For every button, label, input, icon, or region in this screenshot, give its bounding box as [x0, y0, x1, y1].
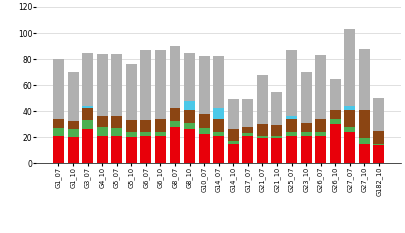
Bar — [97, 127, 108, 136]
Bar — [315, 132, 326, 136]
Bar — [359, 138, 370, 144]
Bar — [170, 121, 181, 127]
Bar — [330, 124, 341, 163]
Bar — [228, 141, 239, 144]
Bar — [213, 132, 224, 136]
Bar — [242, 136, 253, 163]
Bar — [97, 116, 108, 127]
Bar — [286, 136, 297, 163]
Bar — [286, 50, 297, 116]
Bar — [271, 136, 282, 138]
Bar — [271, 138, 282, 163]
Bar — [199, 56, 210, 114]
Bar — [155, 136, 166, 163]
Bar — [141, 50, 151, 120]
Bar — [53, 59, 64, 119]
Bar — [68, 129, 79, 137]
Bar — [184, 52, 195, 101]
Bar — [126, 132, 137, 137]
Bar — [141, 120, 151, 132]
Bar — [330, 110, 341, 119]
Bar — [213, 119, 224, 132]
Bar — [68, 121, 79, 129]
Bar — [242, 99, 253, 127]
Bar — [111, 136, 122, 163]
Bar — [155, 132, 166, 136]
Bar — [141, 136, 151, 163]
Bar — [344, 106, 355, 110]
Bar — [301, 132, 311, 136]
Bar — [373, 145, 384, 163]
Bar — [155, 50, 166, 119]
Bar — [97, 136, 108, 163]
Bar — [344, 110, 355, 127]
Bar — [53, 128, 64, 136]
Bar — [184, 129, 195, 163]
Bar — [330, 119, 341, 124]
Bar — [170, 46, 181, 109]
Bar — [301, 72, 311, 123]
Bar — [344, 132, 355, 163]
Bar — [155, 119, 166, 132]
Bar — [82, 129, 93, 163]
Bar — [213, 136, 224, 163]
Bar — [373, 144, 384, 145]
Bar — [271, 125, 282, 136]
Bar — [68, 72, 79, 121]
Bar — [170, 109, 181, 121]
Bar — [170, 127, 181, 163]
Bar — [199, 134, 210, 163]
Bar — [184, 123, 195, 129]
Bar — [344, 29, 355, 106]
Bar — [82, 52, 93, 106]
Bar — [359, 49, 370, 110]
Bar — [315, 119, 326, 132]
Bar — [330, 79, 341, 110]
Bar — [359, 144, 370, 163]
Bar — [228, 129, 239, 141]
Bar — [97, 54, 108, 116]
Bar — [82, 120, 93, 129]
Bar — [82, 106, 93, 109]
Bar — [301, 123, 311, 132]
Bar — [68, 137, 79, 163]
Bar — [111, 54, 122, 116]
Bar — [373, 98, 384, 130]
Bar — [242, 133, 253, 136]
Bar — [301, 136, 311, 163]
Bar — [82, 109, 93, 120]
Bar — [271, 92, 282, 125]
Bar — [126, 120, 137, 132]
Bar — [286, 116, 297, 119]
Bar — [126, 64, 137, 120]
Bar — [184, 110, 195, 123]
Bar — [199, 128, 210, 134]
Bar — [315, 55, 326, 119]
Bar — [228, 144, 239, 163]
Bar — [111, 128, 122, 136]
Bar — [257, 138, 268, 163]
Bar — [344, 127, 355, 132]
Bar — [257, 75, 268, 124]
Bar — [373, 130, 384, 144]
Bar — [315, 136, 326, 163]
Bar — [228, 99, 239, 129]
Bar — [53, 119, 64, 128]
Bar — [111, 116, 122, 128]
Bar — [199, 114, 210, 128]
Bar — [126, 137, 137, 163]
Bar — [141, 132, 151, 136]
Bar — [184, 101, 195, 110]
Bar — [242, 127, 253, 133]
Bar — [213, 56, 224, 109]
Bar — [257, 124, 268, 136]
Bar — [213, 109, 224, 119]
Bar — [286, 119, 297, 132]
Bar — [359, 110, 370, 138]
Bar — [286, 132, 297, 136]
Bar — [257, 136, 268, 138]
Bar — [53, 136, 64, 163]
